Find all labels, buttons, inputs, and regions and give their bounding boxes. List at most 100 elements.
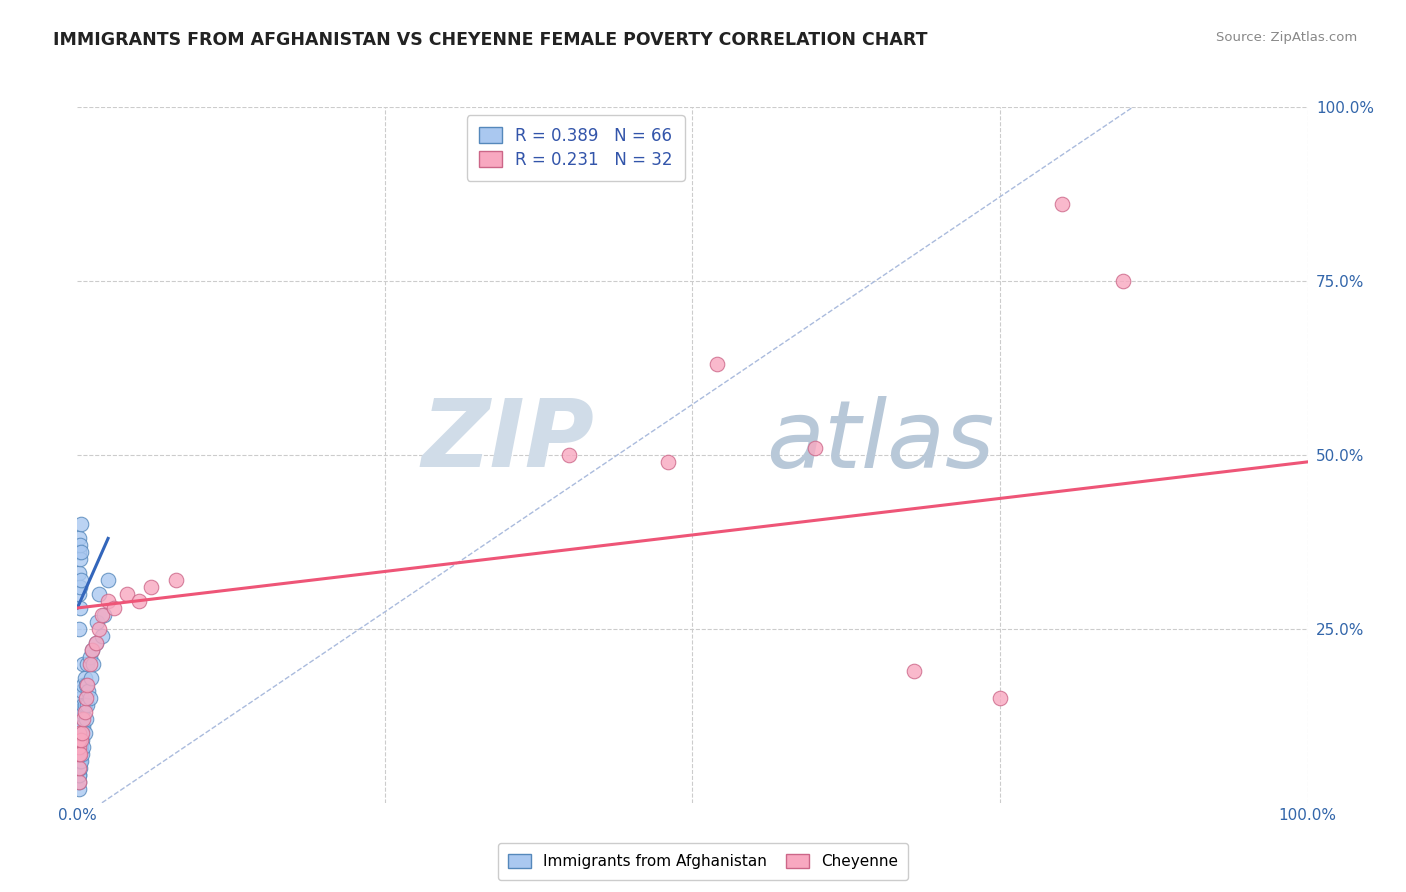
Text: ZIP: ZIP <box>422 395 595 487</box>
Point <box>70 719 93 733</box>
Point <box>82 642 104 657</box>
Point <box>84 636 107 650</box>
Point <box>67 545 90 559</box>
Point <box>141 580 163 594</box>
Point <box>115 587 138 601</box>
Point <box>80 671 103 685</box>
Point <box>70 740 93 755</box>
Point <box>67 768 90 782</box>
Point <box>69 706 91 720</box>
Point <box>76 698 98 713</box>
Point <box>70 712 93 726</box>
Point <box>67 768 90 782</box>
Point <box>67 775 90 789</box>
Point <box>657 455 679 469</box>
Point <box>67 775 90 789</box>
Point <box>90 607 114 622</box>
Point <box>70 545 93 559</box>
Point <box>75 677 97 691</box>
Point <box>70 691 93 706</box>
Point <box>86 615 108 629</box>
Point <box>69 740 91 755</box>
Point <box>67 761 90 775</box>
Point <box>73 726 96 740</box>
Point <box>165 573 187 587</box>
Point <box>70 733 93 747</box>
Point <box>67 622 90 636</box>
Point <box>77 684 100 698</box>
Point <box>903 664 925 678</box>
Point <box>72 698 94 713</box>
Text: atlas: atlas <box>766 395 994 486</box>
Point <box>70 747 93 761</box>
Point <box>70 733 93 747</box>
Point <box>76 677 98 691</box>
Point <box>69 761 91 775</box>
Point <box>70 726 93 740</box>
Point <box>79 649 101 664</box>
Point <box>90 629 114 643</box>
Point <box>67 733 90 747</box>
Point <box>67 747 90 761</box>
Point <box>804 441 827 455</box>
Point <box>72 712 94 726</box>
Point <box>67 587 90 601</box>
Point <box>79 657 101 671</box>
Point <box>69 726 91 740</box>
Point <box>72 657 94 671</box>
Point <box>558 448 581 462</box>
Point <box>1112 274 1135 288</box>
Point <box>72 740 94 755</box>
Point <box>67 566 90 581</box>
Point <box>69 754 91 768</box>
Point <box>73 671 96 685</box>
Point <box>75 691 97 706</box>
Point <box>69 719 91 733</box>
Point <box>706 358 728 372</box>
Point <box>69 552 91 566</box>
Point <box>82 657 104 671</box>
Point <box>89 587 111 601</box>
Point <box>67 754 90 768</box>
Point <box>69 580 91 594</box>
Point <box>69 733 91 747</box>
Point <box>84 636 107 650</box>
Point <box>103 601 125 615</box>
Point <box>69 747 91 761</box>
Point <box>76 657 98 671</box>
Point <box>69 538 91 552</box>
Point <box>73 706 96 720</box>
Point <box>72 719 94 733</box>
Point <box>67 726 90 740</box>
Legend: Immigrants from Afghanistan, Cheyenne: Immigrants from Afghanistan, Cheyenne <box>498 844 908 880</box>
Point <box>70 754 93 768</box>
Point <box>70 733 93 747</box>
Point <box>67 781 90 796</box>
Point <box>97 594 120 608</box>
Text: IMMIGRANTS FROM AFGHANISTAN VS CHEYENNE FEMALE POVERTY CORRELATION CHART: IMMIGRANTS FROM AFGHANISTAN VS CHEYENNE … <box>53 31 928 49</box>
Point <box>69 601 91 615</box>
Text: Source: ZipAtlas.com: Source: ZipAtlas.com <box>1216 31 1357 45</box>
Point <box>67 740 90 755</box>
Point <box>988 691 1011 706</box>
Point <box>75 712 97 726</box>
Point <box>79 691 101 706</box>
Legend: R = 0.389   N = 66, R = 0.231   N = 32: R = 0.389 N = 66, R = 0.231 N = 32 <box>467 115 685 180</box>
Point <box>67 747 90 761</box>
Point <box>70 684 93 698</box>
Point <box>70 573 93 587</box>
Point <box>70 517 93 532</box>
Point <box>67 532 90 546</box>
Point <box>67 761 90 775</box>
Point <box>67 761 90 775</box>
Point <box>97 573 120 587</box>
Point <box>89 622 111 636</box>
Point <box>67 747 90 761</box>
Point <box>128 594 150 608</box>
Point <box>1050 197 1073 211</box>
Point <box>69 747 91 761</box>
Point <box>72 677 94 691</box>
Point <box>67 754 90 768</box>
Point <box>73 698 96 713</box>
Point <box>70 706 93 720</box>
